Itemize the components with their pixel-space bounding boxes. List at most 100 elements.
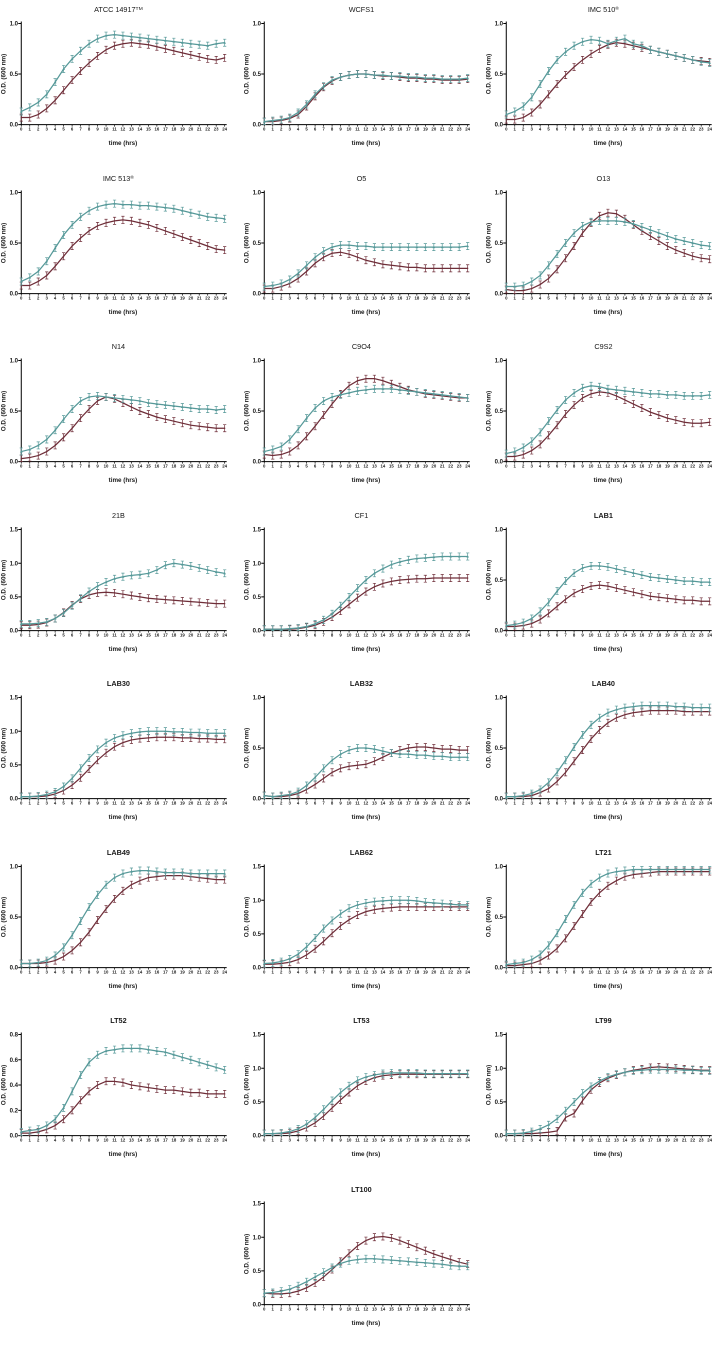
svg-text:21: 21 bbox=[197, 632, 202, 637]
svg-text:23: 23 bbox=[214, 127, 219, 132]
svg-text:6: 6 bbox=[556, 1138, 559, 1143]
svg-text:0: 0 bbox=[263, 1306, 266, 1311]
svg-text:23: 23 bbox=[214, 295, 219, 300]
svg-text:3: 3 bbox=[46, 969, 49, 974]
svg-text:4: 4 bbox=[54, 464, 57, 469]
svg-text:14: 14 bbox=[380, 801, 385, 806]
svg-text:21: 21 bbox=[439, 1306, 444, 1311]
svg-text:0.5: 0.5 bbox=[495, 577, 504, 584]
svg-text:time (hrs): time (hrs) bbox=[594, 646, 623, 653]
svg-text:1.0: 1.0 bbox=[495, 189, 504, 196]
svg-text:1: 1 bbox=[514, 295, 517, 300]
svg-text:time (hrs): time (hrs) bbox=[351, 1320, 380, 1327]
svg-text:9: 9 bbox=[96, 1138, 99, 1143]
svg-text:2: 2 bbox=[522, 127, 525, 132]
svg-text:C9S2: C9S2 bbox=[595, 342, 613, 351]
svg-text:1.0: 1.0 bbox=[10, 728, 19, 735]
svg-text:0.0: 0.0 bbox=[252, 1133, 261, 1140]
svg-text:O.D. (600 nm): O.D. (600 nm) bbox=[243, 1233, 250, 1274]
svg-text:23: 23 bbox=[456, 632, 461, 637]
svg-text:7: 7 bbox=[79, 127, 82, 132]
svg-text:1.0: 1.0 bbox=[495, 695, 504, 702]
svg-text:17: 17 bbox=[406, 801, 411, 806]
svg-text:O.D. (600 nm): O.D. (600 nm) bbox=[486, 559, 493, 600]
svg-text:17: 17 bbox=[648, 632, 653, 637]
svg-text:7: 7 bbox=[322, 632, 325, 637]
svg-text:15: 15 bbox=[631, 1138, 636, 1143]
svg-text:0.5: 0.5 bbox=[10, 914, 19, 921]
svg-text:14: 14 bbox=[138, 632, 143, 637]
svg-text:0.0: 0.0 bbox=[252, 796, 261, 803]
svg-text:2: 2 bbox=[522, 464, 525, 469]
svg-text:1.0: 1.0 bbox=[495, 358, 504, 365]
svg-text:24: 24 bbox=[465, 127, 470, 132]
svg-text:1.5: 1.5 bbox=[252, 863, 261, 870]
svg-text:7: 7 bbox=[322, 1138, 325, 1143]
svg-text:1: 1 bbox=[514, 632, 517, 637]
svg-text:5: 5 bbox=[305, 295, 308, 300]
svg-text:8: 8 bbox=[573, 127, 576, 132]
svg-text:time (hrs): time (hrs) bbox=[594, 983, 623, 990]
svg-text:0.5: 0.5 bbox=[252, 593, 261, 600]
svg-text:time (hrs): time (hrs) bbox=[351, 140, 380, 147]
svg-text:19: 19 bbox=[180, 632, 185, 637]
svg-text:17: 17 bbox=[163, 969, 168, 974]
svg-text:1: 1 bbox=[271, 1306, 274, 1311]
svg-text:23: 23 bbox=[456, 969, 461, 974]
svg-text:14: 14 bbox=[623, 464, 628, 469]
svg-text:7: 7 bbox=[322, 801, 325, 806]
svg-text:LAB1: LAB1 bbox=[594, 511, 613, 520]
svg-text:1.0: 1.0 bbox=[10, 358, 19, 365]
svg-text:6: 6 bbox=[556, 295, 559, 300]
svg-text:0.0: 0.0 bbox=[495, 290, 504, 297]
svg-text:2: 2 bbox=[37, 295, 40, 300]
svg-text:20: 20 bbox=[431, 801, 436, 806]
svg-text:1.0: 1.0 bbox=[495, 1065, 504, 1072]
svg-text:12: 12 bbox=[121, 969, 126, 974]
svg-text:22: 22 bbox=[448, 1306, 453, 1311]
svg-text:3: 3 bbox=[531, 969, 534, 974]
svg-text:24: 24 bbox=[465, 801, 470, 806]
svg-text:13: 13 bbox=[372, 632, 377, 637]
svg-text:13: 13 bbox=[372, 1306, 377, 1311]
svg-text:14: 14 bbox=[380, 969, 385, 974]
svg-text:5: 5 bbox=[548, 1138, 551, 1143]
svg-text:12: 12 bbox=[121, 801, 126, 806]
svg-text:0.5: 0.5 bbox=[10, 408, 19, 415]
svg-text:24: 24 bbox=[222, 464, 227, 469]
svg-text:19: 19 bbox=[423, 127, 428, 132]
svg-text:15: 15 bbox=[631, 295, 636, 300]
svg-text:9: 9 bbox=[582, 632, 585, 637]
svg-text:16: 16 bbox=[397, 464, 402, 469]
svg-text:6: 6 bbox=[314, 632, 317, 637]
svg-text:13: 13 bbox=[129, 1138, 134, 1143]
svg-text:9: 9 bbox=[339, 1306, 342, 1311]
svg-text:O.D. (600 nm): O.D. (600 nm) bbox=[243, 54, 250, 95]
svg-text:19: 19 bbox=[665, 127, 670, 132]
svg-text:16: 16 bbox=[397, 632, 402, 637]
svg-text:LAB40: LAB40 bbox=[592, 679, 615, 688]
svg-text:1.0: 1.0 bbox=[495, 526, 504, 533]
svg-text:5: 5 bbox=[62, 464, 65, 469]
svg-text:23: 23 bbox=[699, 801, 704, 806]
svg-text:19: 19 bbox=[423, 464, 428, 469]
svg-text:21: 21 bbox=[439, 464, 444, 469]
svg-text:9: 9 bbox=[339, 969, 342, 974]
svg-text:12: 12 bbox=[606, 632, 611, 637]
svg-text:8: 8 bbox=[331, 295, 334, 300]
svg-text:21: 21 bbox=[439, 127, 444, 132]
svg-text:1.0: 1.0 bbox=[10, 560, 19, 567]
svg-text:10: 10 bbox=[346, 127, 351, 132]
svg-text:9: 9 bbox=[582, 464, 585, 469]
svg-text:0: 0 bbox=[20, 1138, 23, 1143]
svg-text:12: 12 bbox=[363, 969, 368, 974]
svg-text:18: 18 bbox=[657, 632, 662, 637]
svg-text:3: 3 bbox=[531, 464, 534, 469]
svg-text:16: 16 bbox=[640, 801, 645, 806]
svg-text:7: 7 bbox=[322, 295, 325, 300]
svg-text:10: 10 bbox=[104, 632, 109, 637]
svg-text:0: 0 bbox=[263, 295, 266, 300]
svg-text:14: 14 bbox=[623, 801, 628, 806]
svg-text:10: 10 bbox=[104, 969, 109, 974]
svg-text:16: 16 bbox=[640, 295, 645, 300]
